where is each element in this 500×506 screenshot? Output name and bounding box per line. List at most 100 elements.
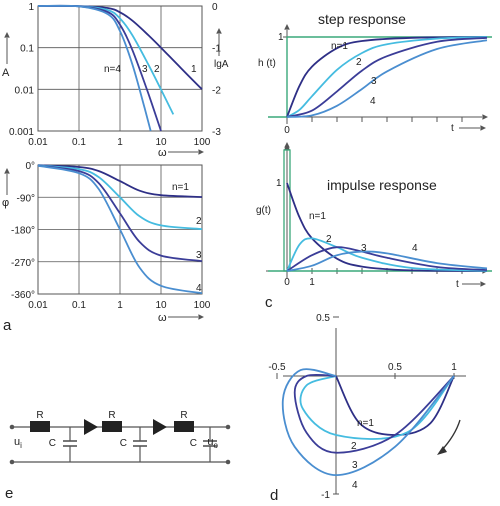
panel-c-step-response: 0 1 h (t) t step response n=1 23 4 (258, 11, 492, 136)
capacitor-1-label: C (49, 438, 56, 449)
series-label: n=1 (172, 182, 189, 193)
impulse-response-title: impulse response (327, 177, 437, 193)
panel-label-d: d (270, 487, 278, 504)
series-line-3 (286, 246, 488, 272)
panel-e-circuit: R R R C C C ui uo (9, 410, 231, 465)
x-tick-label: -0.5 (268, 362, 286, 373)
y-tick-label: -360° (11, 290, 35, 301)
series-label: 3 (361, 243, 367, 254)
x-axis-label: ω (158, 312, 167, 324)
resistor-1 (30, 421, 50, 432)
series-label: 3 (196, 250, 202, 261)
series-line-2 (286, 36, 488, 118)
series-label: 1 (191, 64, 197, 75)
direction-arrow (440, 419, 461, 452)
series-label: n=4 (104, 64, 121, 75)
arrow-head (480, 281, 486, 287)
x-tick-label: 10 (155, 300, 167, 311)
arrow-head (216, 28, 222, 34)
circuit-terminal (9, 424, 15, 430)
series-line-1 (286, 182, 488, 272)
series-line-4 (281, 368, 455, 477)
x-tick-label: 1 (117, 300, 123, 311)
panel-a-magnitude-plot: 0.01 0.1 1 10 1000.0010.010.11-3-2-10AlgAω12… (2, 2, 229, 159)
series-label: n=1 (309, 211, 326, 222)
series-label: 2 (326, 234, 332, 245)
arrow-head (4, 32, 10, 38)
capacitor-2-label: C (120, 438, 127, 449)
x-axis-label: t (451, 123, 454, 134)
series-label: 3 (142, 64, 148, 75)
y-tick-label: 1 (276, 178, 282, 189)
y-tick-label: 1 (278, 32, 284, 43)
y-tick-label-left: 0.01 (15, 85, 35, 96)
series-label: 3 (371, 76, 377, 87)
series-label: 4 (370, 96, 376, 107)
y-tick-label: -90° (17, 193, 35, 204)
series-line-2 (37, 4, 175, 115)
arrow-head (198, 149, 204, 155)
input-voltage-label: ui (14, 436, 22, 450)
panel-c-impulse-response: 0 1 1 g(t) t impulse response n=1 2 3 4 (256, 142, 492, 290)
x-axis-label: ω (158, 147, 167, 159)
resistor-3 (174, 421, 194, 432)
circuit-terminal (9, 459, 15, 465)
series-label: 2 (196, 216, 202, 227)
y-tick-label-left: 0.1 (20, 44, 34, 55)
arrow-head (284, 24, 290, 30)
series-label: 4 (196, 283, 202, 294)
y-tick-label-right: 0 (212, 2, 218, 13)
y-tick-label: -180° (11, 226, 35, 237)
step-response-title: step response (318, 11, 406, 27)
y-tick-label-right: -2 (212, 85, 221, 96)
x-tick-label: 0 (284, 125, 290, 136)
series-line-3 (293, 373, 455, 454)
x-tick-label: 1 (117, 137, 123, 148)
series-line-2 (37, 164, 203, 230)
buffer-amplifier-1 (84, 419, 98, 435)
x-tick-label: 0.01 (28, 300, 48, 311)
series-line-4 (37, 164, 203, 295)
series-line-3 (37, 164, 203, 262)
series-line-4 (286, 39, 488, 118)
arrow-head (482, 114, 488, 120)
arrow-head (4, 168, 10, 174)
panel-b-phase-plot: 0.01 0.1 1 10 100 0° -90° -180° -270° -360° φ ω n=1 2… (2, 161, 211, 324)
arrow-head (198, 314, 204, 320)
y-tick-label-right: -3 (212, 127, 221, 138)
x-tick-label: 100 (194, 300, 211, 311)
series-label: n=1 (331, 41, 348, 52)
output-voltage-label: uo (207, 436, 218, 450)
series-line-3 (286, 36, 488, 118)
series-label: 2 (351, 441, 357, 452)
arrow-head (480, 125, 486, 131)
resistor-2-label: R (108, 410, 115, 421)
unit-step-reference (268, 36, 492, 118)
series-label: 4 (412, 243, 418, 254)
series-line-4 (286, 250, 488, 272)
arrow-head (437, 446, 447, 455)
circuit-terminal (225, 424, 231, 430)
series-line-4 (37, 4, 152, 132)
x-tick-label: 0 (284, 277, 290, 288)
series-label: 2 (154, 64, 160, 75)
series-line-1 (286, 36, 488, 118)
panel-d-nyquist-plot: -0.5 0.5 1 0.5 -1 n=1 2 3 4 (268, 313, 466, 501)
buffer-amplifier-2 (153, 419, 167, 435)
series-label: 3 (352, 460, 358, 471)
x-tick-label: 0.1 (72, 300, 86, 311)
capacitor-3-label: C (190, 438, 197, 449)
series-label: 2 (356, 57, 362, 68)
x-tick-label: 0.1 (72, 137, 86, 148)
resistor-2 (102, 421, 122, 432)
y-axis-label: g(t) (256, 205, 271, 216)
x-tick-label: 1 (309, 277, 315, 288)
x-tick-label: 0.01 (28, 137, 48, 148)
y-tick-label-left: 1 (28, 2, 34, 13)
y-axis-label-right: lgA (214, 59, 229, 70)
y-tick-label: 0° (25, 161, 35, 172)
y-tick-label-left: 0.001 (9, 127, 34, 138)
x-tick-label: 10 (155, 137, 167, 148)
y-tick-label: 0.5 (316, 313, 330, 324)
